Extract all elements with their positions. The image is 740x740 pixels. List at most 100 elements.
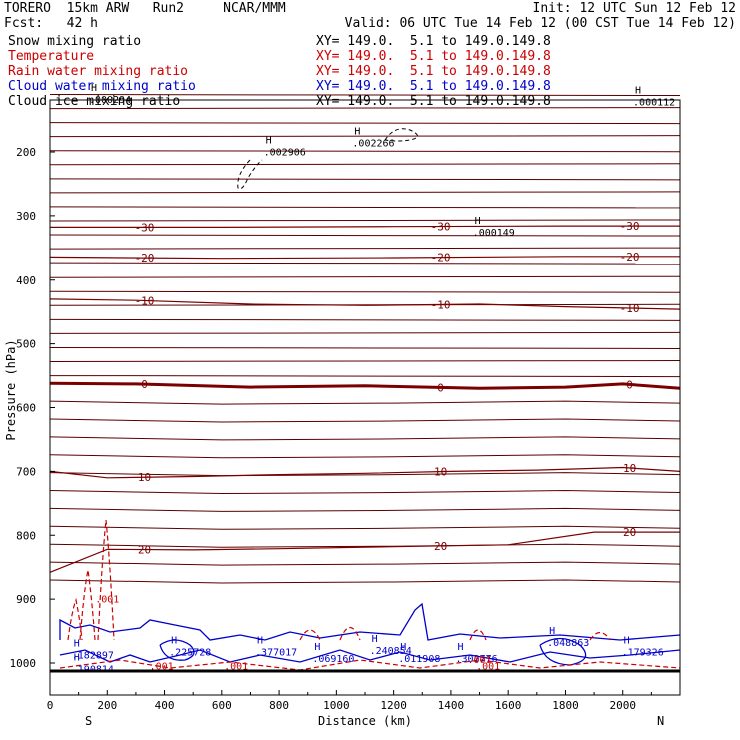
maximum-value-label: .240854 xyxy=(370,646,412,657)
y-tick-label: 200 xyxy=(16,146,36,159)
temperature-contour xyxy=(49,298,681,310)
isentrope-line xyxy=(49,507,681,512)
isentrope-line xyxy=(49,206,681,209)
temperature-contour xyxy=(49,466,681,479)
field-snow-xy: XY= 149.0. 5.1 to 149.0.149.8 xyxy=(316,34,551,49)
cloud-water-contour xyxy=(59,602,681,641)
rain-contour-label: .001 xyxy=(467,655,491,666)
maximum-marker: H xyxy=(624,635,630,646)
maximum-marker: H xyxy=(314,642,320,653)
temperature-contour-label: 20 xyxy=(434,540,447,553)
temperature-contour-label: -20 xyxy=(431,252,451,265)
temperature-contour xyxy=(49,531,680,573)
temperature-contour-label: -10 xyxy=(431,298,451,311)
x-tick-label: 800 xyxy=(269,699,289,712)
maximum-marker: H xyxy=(635,85,641,96)
header-valid: Valid: 06 UTC Tue 14 Feb 12 (00 CST Tue … xyxy=(344,16,736,31)
temperature-contour-label: 0 xyxy=(141,378,148,391)
temperature-contour-label: 10 xyxy=(434,466,447,479)
temperature-contour-label: 20 xyxy=(623,526,636,539)
y-tick-label: 800 xyxy=(16,529,36,542)
field-snow: Snow mixing ratio xyxy=(8,34,142,49)
maximum-value-label: .000149 xyxy=(473,228,515,239)
maximum-value-label: .225728 xyxy=(169,647,211,658)
axes: 0 200 400 600 800 1000 1200 1400 1600 1800 2000200… xyxy=(10,146,652,712)
temperature-contour-label: -20 xyxy=(620,251,640,264)
isentrope-line xyxy=(49,525,681,530)
x-tick-label: 1400 xyxy=(438,699,465,712)
field-cloud-water: Cloud water mixing ratio xyxy=(8,79,196,94)
plot-frame xyxy=(49,99,681,696)
isentrope-line xyxy=(49,472,681,477)
isentrope-line xyxy=(49,418,681,423)
maximum-value-label: .179326 xyxy=(622,647,664,658)
temperature-contour-label: -30 xyxy=(135,221,155,234)
isentrope-line xyxy=(49,275,681,278)
y-tick-label: 300 xyxy=(16,210,36,223)
y-tick-label: 1000 xyxy=(10,657,37,670)
pressure-level-lines xyxy=(49,94,681,584)
isentrope-line xyxy=(49,454,681,459)
isentrope-line xyxy=(49,135,681,138)
field-cloud-ice-xy: XY= 149.0. 5.1 to 149.0.149.8 xyxy=(316,94,551,109)
endpoint-right-label: N xyxy=(657,714,664,728)
x-tick-label: 0 xyxy=(47,699,54,712)
maximum-value-label: .002266 xyxy=(352,138,394,149)
isentrope-line xyxy=(49,346,681,349)
temperature-contour-label: 20 xyxy=(138,544,151,557)
maximum-value-label: .377017 xyxy=(255,647,297,658)
isentrope-line xyxy=(49,178,681,181)
temperature-contour xyxy=(50,225,680,228)
maximum-marker: H xyxy=(458,642,464,653)
maximum-marker: H xyxy=(74,639,80,650)
maximum-marker: H xyxy=(549,626,555,637)
isentrope-line xyxy=(49,247,681,250)
field-cloud-ice: Cloud ice mixing ratio xyxy=(8,94,181,109)
temperature-contour-label: -10 xyxy=(620,302,640,315)
temperature-contour-label: 10 xyxy=(623,462,636,475)
isentrope-line xyxy=(49,579,681,584)
temperature-contour-label: -30 xyxy=(431,221,451,234)
isentrope-line xyxy=(49,331,681,334)
isentrope-line xyxy=(49,375,681,378)
isentrope-line xyxy=(49,94,681,97)
x-axis-label: Distance (km) xyxy=(318,714,412,728)
cloud-water-contour xyxy=(539,637,587,666)
x-tick-label: 1200 xyxy=(380,699,407,712)
maximum-marker: H xyxy=(372,634,378,645)
rain-contour-label: .001 xyxy=(476,661,500,672)
endpoint-left-label: S xyxy=(85,714,92,728)
x-tick-label: 600 xyxy=(212,699,232,712)
field-rain: Rain water mixing ratio xyxy=(8,64,189,79)
y-tick-label: 500 xyxy=(16,338,36,351)
temperature-contour-label: -30 xyxy=(620,220,640,233)
maximum-value-label: .303776 xyxy=(456,654,498,665)
maximum-marker: H xyxy=(91,83,97,94)
x-tick-label: 1800 xyxy=(552,699,579,712)
rain-water-contour xyxy=(299,626,611,641)
maximum-value-label: .011908 xyxy=(398,654,440,665)
maximum-value-label: .182897 xyxy=(72,651,114,662)
isentrope-line xyxy=(49,219,681,222)
snow-contours xyxy=(237,128,418,190)
temperature-contour-label: -20 xyxy=(135,252,155,265)
isentrope-line xyxy=(49,163,681,166)
field-temperature: Temperature xyxy=(8,49,95,64)
snow-contour xyxy=(384,128,418,142)
x-tick-label: 2000 xyxy=(609,699,636,712)
maximum-value-label: .000112 xyxy=(633,97,675,108)
y-tick-label: 700 xyxy=(16,465,36,478)
isentrope-line xyxy=(49,191,681,194)
isentrope-line xyxy=(49,290,681,293)
maximum-marker: H xyxy=(400,642,406,653)
field-temperature-xy: XY= 149.0. 5.1 to 149.0.149.8 xyxy=(316,49,551,64)
maximum-marker: H xyxy=(475,216,481,227)
snow-contour xyxy=(237,159,263,190)
contour-labels: -30 -30 -30 -20 -20 -20 -10 -10 -10 0 0 0 10 10 10 20 20… xyxy=(72,83,675,676)
rain-contour-label: .001 xyxy=(95,594,119,605)
cloud-water-contours xyxy=(59,602,681,666)
cloud-water-contour xyxy=(159,639,195,661)
field-cloud-water-xy: XY= 149.0. 5.1 to 149.0.149.8 xyxy=(316,79,551,94)
x-tick-label: 1000 xyxy=(323,699,350,712)
isentrope-line xyxy=(49,150,681,153)
